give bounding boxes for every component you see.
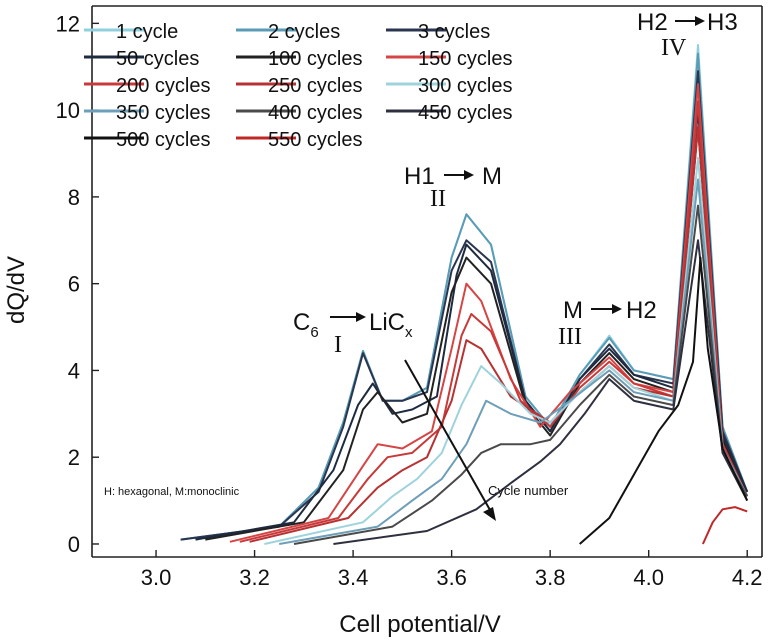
annotation-iv-to: H3 [707, 9, 738, 36]
annotation-i-roman: I [334, 332, 342, 358]
annotation-iii: M H2 III [558, 297, 657, 350]
x-tick-label: 3.8 [535, 565, 566, 590]
x-tick-label: 3.2 [239, 565, 270, 590]
annotation-iv-arrow-head [695, 16, 705, 26]
annotation-iii-roman: III [558, 324, 582, 350]
series-line-13 [579, 256, 749, 545]
x-tick-label: 3.6 [436, 565, 467, 590]
annotation-i-arrow-head [356, 312, 366, 322]
legend-label: 3 cycles [418, 21, 490, 43]
legend-label: 1 cycle [116, 21, 178, 43]
legend-label: 450 cycles [418, 102, 513, 124]
annotation-iii-arrow-head [612, 304, 622, 314]
cycle-number-indicator: Cycle number [404, 359, 569, 521]
annotation-ii-roman: II [430, 186, 446, 212]
series-line-8 [249, 126, 749, 543]
legend-label: 300 cycles [418, 75, 513, 97]
annotation-iv-from: H2 [637, 9, 668, 36]
legend-label: 250 cycles [268, 75, 363, 97]
legend-label: 550 cycles [268, 129, 363, 151]
legend-label: 2 cycles [268, 21, 340, 43]
series-line-11 [293, 204, 749, 545]
y-tick-label: 0 [68, 532, 80, 557]
legend: 1 cycle 2 cycles 3 cycles 50 cycles 100 cycl… [84, 21, 513, 151]
cycle-number-arrow-line [404, 359, 491, 511]
y-tick-label: 2 [68, 445, 80, 470]
annotation-i: C6 LiCx I [293, 309, 413, 358]
cycle-number-arrow-head [483, 507, 496, 521]
annotation-ii-arrow-head [464, 170, 474, 180]
annotation-iii-from: M [563, 297, 583, 324]
ticks: 3.0 3.2 3.4 3.6 3.8 4.0 4.2 0 2 4 6 8 10 12 [56, 11, 763, 590]
annotation-i-from: C6 [293, 309, 319, 341]
y-axis-label: dQ/dV [3, 256, 30, 324]
x-tick-label: 4.0 [633, 565, 664, 590]
annotation-iv: H2 H3 IV [637, 9, 738, 61]
x-tick-label: 3.0 [141, 565, 172, 590]
series-line-12 [333, 239, 749, 545]
x-tick-label: 3.4 [338, 565, 369, 590]
series-line-4 [195, 109, 749, 541]
legend-label: 500 cycles [116, 129, 211, 151]
y-tick-label: 4 [68, 358, 80, 383]
y-tick-label: 6 [68, 272, 80, 297]
y-tick-label: 12 [56, 11, 80, 36]
annotation-ii-to: M [482, 163, 502, 190]
series-line-2 [180, 52, 749, 541]
axes [91, 5, 763, 558]
series-line-3 [180, 70, 749, 541]
series-group [180, 44, 749, 545]
annotation-ii-from: H1 [404, 163, 435, 190]
series-line-14 [701, 506, 748, 545]
annotation-iv-roman: IV [661, 35, 687, 61]
legend-label: 150 cycles [418, 48, 513, 70]
cycle-number-label: Cycle number [488, 483, 569, 498]
y-tick-label: 8 [68, 185, 80, 210]
legend-label: 100 cycles [268, 48, 363, 70]
legend-label: 400 cycles [268, 102, 363, 124]
series-line-5 [205, 126, 749, 541]
x-tick-label: 4.2 [732, 565, 763, 590]
legend-label: 50 cycles [116, 48, 199, 70]
annotation-ii: H1 M II [404, 163, 502, 212]
legend-label: 350 cycles [116, 102, 211, 124]
legend-label: 200 cycles [116, 75, 211, 97]
series-line-10 [279, 178, 749, 545]
annotation-i-to: LiCx [369, 309, 413, 341]
annotation-iii-to: H2 [626, 297, 657, 324]
y-tick-label: 10 [56, 98, 80, 123]
phase-legend-note: H: hexagonal, M:monoclinic [104, 486, 240, 498]
x-axis-label: Cell potential/V [339, 611, 500, 638]
